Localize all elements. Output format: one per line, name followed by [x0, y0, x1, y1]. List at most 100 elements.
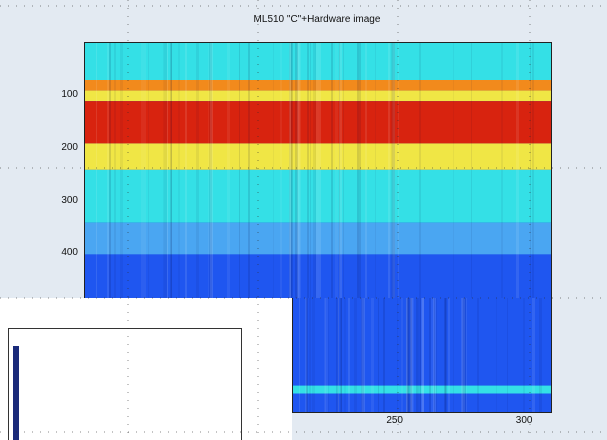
heatmap-streak [453, 43, 454, 299]
heatmap-streak [361, 298, 362, 412]
y-tick-label: 300 [61, 194, 78, 206]
y-tick-label: 400 [61, 247, 78, 259]
y-tick-label: 100 [61, 88, 78, 100]
x-tick-label: 250 [386, 415, 403, 426]
heatmap-streak [295, 43, 298, 299]
heatmap-streak [163, 43, 164, 299]
heatmap-streak [340, 298, 342, 412]
heatmap-streak [409, 298, 412, 412]
heatmap-streak [289, 43, 292, 299]
heatmap-streak [170, 43, 172, 299]
heatmap-streak [209, 43, 212, 299]
heatmap-streak [273, 43, 274, 299]
heatmap-streak [418, 298, 419, 412]
heatmap-streak [280, 43, 282, 299]
heatmap-streak [532, 298, 535, 412]
heatmap-streak [393, 43, 395, 299]
heatmap-band-2 [85, 90, 551, 102]
small-plot-axes [8, 328, 242, 440]
heatmap-streak [416, 298, 418, 412]
heatmap-streak [397, 298, 398, 412]
heatmap-streak [120, 43, 123, 299]
heatmap-streak [348, 298, 350, 412]
heatmap-streak [141, 43, 143, 299]
heatmap-streak [410, 298, 413, 412]
heatmap-streak [434, 298, 435, 412]
heatmap-streak [462, 298, 463, 412]
heatmap-band-0 [85, 43, 551, 80]
heatmap-streak [466, 298, 467, 412]
heatmap-streak [361, 298, 364, 412]
heatmap-streak [362, 298, 365, 412]
chart-title: ML510 "C"+Hardware image [253, 14, 381, 25]
heatmap-streak [453, 298, 454, 412]
heatmap-band-4 [85, 143, 551, 170]
heatmap-streak [392, 43, 393, 299]
heatmap-band-9 [293, 393, 551, 412]
heatmap-streak [313, 43, 315, 299]
heatmap-streak [401, 298, 403, 412]
heatmap-streak [375, 43, 376, 299]
heatmap-streak [357, 43, 359, 299]
heatmap-band-5 [85, 169, 551, 223]
heatmap-streak [143, 43, 146, 299]
heatmap-streak [516, 43, 519, 299]
heatmap-streak [431, 298, 434, 412]
heatmap-streak [298, 43, 301, 299]
heatmap-streak [309, 298, 311, 412]
heatmap-streak [335, 43, 338, 299]
heatmap-streak [171, 43, 172, 299]
heatmap-streak [463, 298, 465, 412]
heatmap-streak [328, 298, 329, 412]
heatmap-streak [196, 43, 199, 299]
heatmap-streak [411, 298, 414, 412]
heatmap-streak [336, 298, 339, 412]
heatmap-streak [315, 43, 316, 299]
heatmap-streak [461, 298, 463, 412]
heatmap-streak [507, 298, 508, 412]
heatmap-streak [297, 43, 299, 299]
heatmap-streak [429, 298, 431, 412]
heatmap-streak [164, 43, 167, 299]
image-axes-lower [292, 298, 552, 413]
heatmap-streak [339, 43, 342, 299]
heatmap-streak [365, 43, 367, 299]
heatmap-streak [406, 298, 409, 412]
heatmap-streak [210, 43, 213, 299]
heatmap-streak [406, 298, 407, 412]
heatmap-streak [305, 298, 307, 412]
heatmap-streak [310, 43, 311, 299]
heatmap-streak [422, 298, 424, 412]
heatmap-streak [391, 43, 392, 299]
heatmap-streak [540, 298, 542, 412]
heatmap-streak [448, 298, 450, 412]
heatmap-band-6 [85, 222, 551, 255]
heatmap-streak [331, 43, 333, 299]
heatmap-streak [436, 298, 437, 412]
heatmap-streak [445, 298, 447, 412]
heatmap-streak [354, 298, 357, 412]
heatmap-streak [532, 43, 534, 299]
heatmap-streak [371, 298, 374, 412]
heatmap-streak [227, 43, 230, 299]
heatmap-streak [178, 43, 180, 299]
heatmap-streak [383, 298, 385, 412]
heatmap-streak [378, 298, 379, 412]
heatmap-streak [289, 43, 291, 299]
heatmap-streak [420, 298, 421, 412]
heatmap-streak [290, 43, 291, 299]
heatmap-streak [421, 298, 424, 412]
heatmap-streak [239, 43, 240, 299]
heatmap-band-1 [85, 80, 551, 91]
heatmap-streak [307, 43, 309, 299]
heatmap-streak [312, 298, 315, 412]
heatmap-streak [410, 298, 412, 412]
heatmap-streak [539, 298, 540, 412]
heatmap-streak [107, 43, 109, 299]
heatmap-streak [419, 298, 421, 412]
heatmap-streak [185, 43, 187, 299]
heatmap-streak [148, 43, 149, 299]
heatmap-streak [338, 298, 339, 412]
heatmap-streak [291, 43, 293, 299]
